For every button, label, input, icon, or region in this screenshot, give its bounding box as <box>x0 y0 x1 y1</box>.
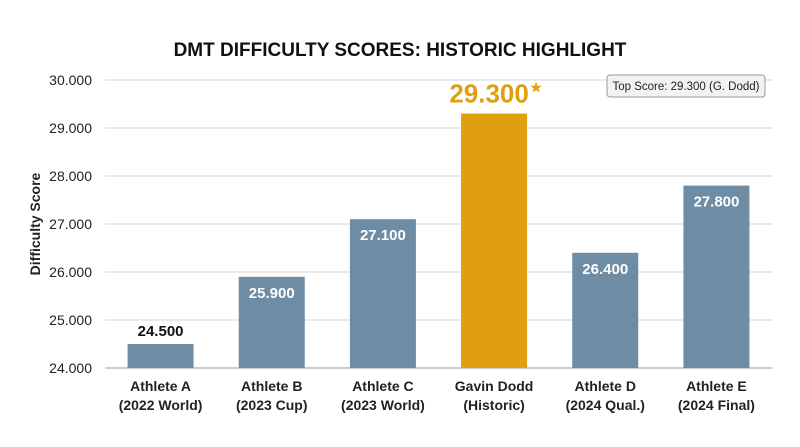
x-tick-label: Gavin Dodd <box>455 378 534 394</box>
x-tick-label: (Historic) <box>463 397 524 413</box>
bar-highlight <box>461 113 528 368</box>
x-tick-label: (2024 Final) <box>678 397 755 413</box>
y-tick-label: 27.000 <box>49 216 92 232</box>
y-tick-label: 26.000 <box>49 264 92 280</box>
bar-value-label: 25.900 <box>249 285 295 302</box>
y-tick-label: 24.000 <box>49 360 92 376</box>
bar <box>572 252 639 368</box>
x-tick-label: Athlete E <box>686 378 747 394</box>
bar-value-label: 27.100 <box>360 227 406 244</box>
x-tick-label: Athlete C <box>352 378 413 394</box>
annotation-text: Top Score: 29.300 (G. Dodd) <box>612 81 759 93</box>
gridlines <box>105 79 772 369</box>
star-icon: ★ <box>529 80 542 97</box>
bar-value-label: 24.500 <box>138 323 184 340</box>
y-axis-label: Difficulty Score <box>27 172 43 275</box>
x-axis-labels: Athlete A (2022 World) Athlete B (2023 Cup)… <box>119 378 755 413</box>
bar <box>127 344 194 368</box>
x-tick-label: Athlete D <box>575 378 636 394</box>
y-axis-ticks: 24.000 25.000 26.000 27.000 28.000 29.000 30.0… <box>49 72 92 376</box>
x-tick-label: (2024 Qual.) <box>566 397 645 413</box>
highlight-value-label: 29.300 <box>449 79 529 109</box>
x-tick-label: Athlete A <box>130 378 191 394</box>
y-tick-label: 30.000 <box>49 72 92 88</box>
bar-value-label: 26.400 <box>582 261 628 278</box>
chart-title: DMT DIFFICULTY SCORES: HISTORIC HIGHLIGH… <box>174 40 627 61</box>
x-tick-label: Athlete B <box>241 378 302 394</box>
x-tick-label: (2023 Cup) <box>236 397 308 413</box>
x-tick-label: (2023 World) <box>341 397 425 413</box>
x-tick-label: (2022 World) <box>119 397 203 413</box>
y-tick-label: 28.000 <box>49 168 92 184</box>
bar-value-label: 27.800 <box>693 194 739 211</box>
bar <box>238 276 305 368</box>
bar <box>683 185 750 368</box>
annotation-box <box>606 74 766 98</box>
top-score-annotation: Top Score: 29.300 (G. Dodd) <box>606 74 766 98</box>
bars: 24.500 25.900 27.100 29.300 ★ 26.400 27.800 <box>127 79 750 368</box>
y-tick-label: 25.000 <box>49 312 92 328</box>
y-tick-label: 29.000 <box>49 120 92 136</box>
bar <box>349 219 416 368</box>
